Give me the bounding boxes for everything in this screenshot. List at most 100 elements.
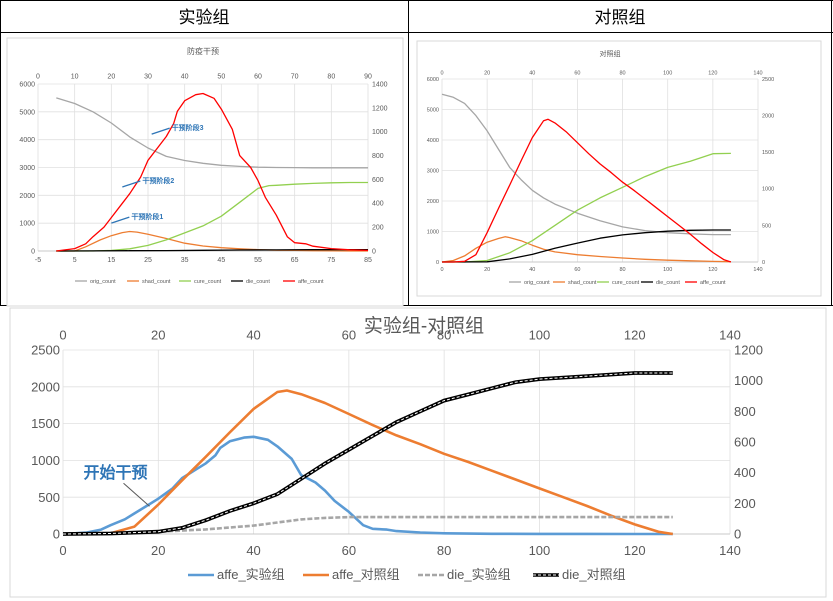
y-left-tick-label: 4000 bbox=[19, 137, 35, 144]
x-top-tick-label: 20 bbox=[107, 73, 115, 80]
y-left-tick-label: 0 bbox=[31, 248, 35, 255]
header-right: 对照组 bbox=[595, 8, 646, 27]
y-left-tick-label: 0 bbox=[436, 260, 439, 266]
annotation-leader bbox=[122, 180, 141, 188]
x-top-tick-label: 40 bbox=[181, 73, 189, 80]
x-bottom-tick-label: 65 bbox=[291, 257, 299, 264]
x-bottom-tick-label: 75 bbox=[327, 257, 335, 264]
y-right-tick-label: 600 bbox=[734, 435, 756, 450]
legend-label: shad_count bbox=[142, 279, 171, 285]
x-bottom-tick-label: 25 bbox=[144, 257, 152, 264]
y-right-tick-label: 1500 bbox=[762, 150, 774, 156]
x-top-tick-label: 90 bbox=[364, 73, 372, 80]
series-line-affe-----1 bbox=[63, 389, 673, 536]
chart-title: 对照组 bbox=[600, 49, 621, 58]
legend-label: die_count bbox=[656, 280, 680, 286]
chart-frame bbox=[9, 307, 827, 598]
y-left-tick-label: 1000 bbox=[31, 453, 60, 468]
series-line-affe-count-4 bbox=[56, 92, 369, 252]
x-top-tick-label: 140 bbox=[753, 71, 762, 77]
y-right-tick-label: 1200 bbox=[372, 105, 388, 112]
legend-label: affe_count bbox=[700, 280, 726, 286]
x-bottom-tick-label: 140 bbox=[719, 543, 741, 558]
x-top-tick-label: 60 bbox=[342, 328, 356, 343]
annotation-label: 干预阶段3 bbox=[172, 123, 204, 132]
legend-label: affe_实验组 bbox=[217, 567, 285, 582]
y-right-tick-label: 1200 bbox=[734, 343, 763, 358]
y-right-tick-label: 600 bbox=[372, 177, 384, 184]
series-line-shad-count-1 bbox=[441, 236, 731, 263]
series-line-die-----2 bbox=[62, 515, 673, 536]
y-left-tick-label: 3000 bbox=[19, 165, 35, 172]
x-bottom-tick-label: 15 bbox=[107, 257, 115, 264]
y-right-tick-label: 1400 bbox=[372, 81, 388, 88]
annotation-label: 干预阶段1 bbox=[131, 212, 163, 221]
x-bottom-tick-label: 40 bbox=[529, 267, 535, 273]
x-bottom-tick-label: 120 bbox=[624, 543, 646, 558]
x-top-tick-label: 100 bbox=[663, 71, 672, 77]
legend-label: affe_count bbox=[298, 279, 324, 285]
x-top-tick-label: 20 bbox=[151, 328, 165, 343]
x-top-tick-label: 80 bbox=[327, 73, 335, 80]
x-top-tick-label: 30 bbox=[144, 73, 152, 80]
legend-label: orig_count bbox=[90, 279, 116, 285]
y-left-tick-label: 2000 bbox=[427, 199, 439, 205]
y-right-tick-label: 400 bbox=[734, 465, 756, 480]
legend-label: die_对照组 bbox=[562, 567, 626, 582]
y-left-tick-label: 500 bbox=[38, 490, 60, 505]
x-bottom-tick-label: 140 bbox=[753, 267, 762, 273]
y-right-tick-label: 200 bbox=[734, 496, 756, 511]
x-top-tick-label: 20 bbox=[484, 71, 490, 77]
y-left-tick-label: 1500 bbox=[31, 416, 60, 431]
x-bottom-tick-label: 20 bbox=[484, 267, 490, 273]
chart-comparison: 实验组-对照组050010001500200025000200400600800… bbox=[9, 307, 827, 598]
annotation-label: 开始干预 bbox=[84, 463, 148, 482]
x-top-tick-label: 70 bbox=[291, 73, 299, 80]
x-bottom-tick-label: 120 bbox=[708, 267, 717, 273]
x-top-tick-label: 120 bbox=[624, 328, 646, 343]
annotation-leader bbox=[151, 127, 170, 135]
x-bottom-tick-label: 5 bbox=[73, 257, 77, 264]
chart-title: 实验组-对照组 bbox=[364, 315, 484, 337]
series-line-shad-count-1 bbox=[56, 230, 368, 252]
series-line-orig-count-0 bbox=[441, 93, 731, 236]
legend-label: die_实验组 bbox=[447, 567, 511, 582]
x-bottom-tick-label: -5 bbox=[35, 257, 41, 264]
x-top-tick-label: 80 bbox=[437, 328, 451, 343]
legend-label: die_count bbox=[246, 279, 270, 285]
x-bottom-tick-label: 80 bbox=[437, 543, 451, 558]
y-right-tick-label: 2000 bbox=[762, 114, 774, 120]
series-line-die-count-3 bbox=[441, 229, 731, 263]
annotation-leader bbox=[123, 482, 150, 507]
annotation-leader bbox=[111, 216, 130, 224]
x-top-tick-label: 40 bbox=[246, 328, 260, 343]
y-left-tick-label: 2000 bbox=[19, 193, 35, 200]
y-left-tick-label: 1000 bbox=[427, 229, 439, 235]
y-left-tick-label: 1000 bbox=[19, 221, 35, 228]
y-right-tick-label: 1000 bbox=[372, 129, 388, 136]
chart-frame bbox=[6, 37, 404, 307]
series-line-orig-count-0 bbox=[56, 97, 368, 169]
series-line-affe-count-4 bbox=[442, 118, 732, 263]
y-right-tick-label: 0 bbox=[734, 527, 741, 542]
x-bottom-tick-label: 55 bbox=[254, 257, 262, 264]
series-line-die-count-3 bbox=[56, 248, 369, 252]
chart-frame bbox=[416, 40, 822, 297]
y-left-tick-label: 5000 bbox=[427, 107, 439, 113]
x-top-tick-label: 0 bbox=[36, 73, 40, 80]
x-top-tick-label: 10 bbox=[71, 73, 79, 80]
x-top-tick-label: 0 bbox=[59, 328, 66, 343]
x-top-tick-label: 50 bbox=[217, 73, 225, 80]
legend-label: cure_count bbox=[612, 280, 640, 286]
x-top-tick-label: 140 bbox=[719, 328, 741, 343]
x-top-tick-label: 60 bbox=[574, 71, 580, 77]
y-left-tick-label: 0 bbox=[53, 527, 60, 542]
y-right-tick-label: 200 bbox=[372, 225, 384, 232]
y-left-tick-label: 6000 bbox=[427, 77, 439, 83]
header-left: 实验组 bbox=[179, 8, 230, 27]
series-line-die-----3-inner bbox=[62, 372, 673, 535]
x-bottom-tick-label: 0 bbox=[440, 267, 443, 273]
series-line-affe-----0 bbox=[62, 435, 673, 536]
x-top-tick-label: 80 bbox=[620, 71, 626, 77]
x-bottom-tick-label: 40 bbox=[246, 543, 260, 558]
